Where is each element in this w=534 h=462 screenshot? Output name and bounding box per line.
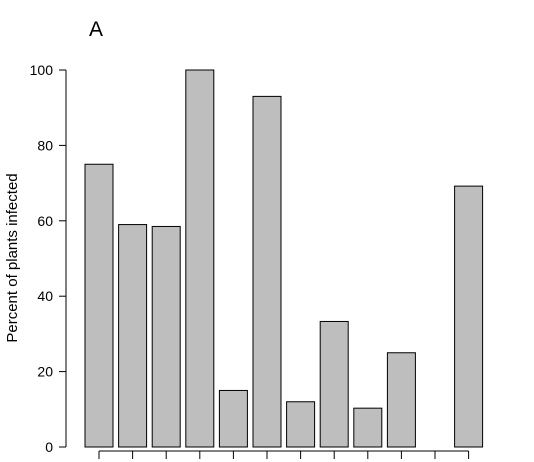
y-tick-label: 80: [37, 137, 53, 153]
bar: [118, 224, 148, 448]
bar: [84, 163, 114, 448]
bar: [286, 401, 316, 448]
bar: [252, 95, 282, 448]
bar: [151, 225, 181, 448]
y-tick-label: 0: [45, 439, 53, 455]
panel-label: A: [89, 18, 104, 41]
y-tick-label: 20: [37, 364, 53, 380]
bar: [454, 185, 484, 448]
y-axis-label: Percent of plants infected: [4, 173, 21, 342]
y-tick-label: 100: [30, 62, 54, 78]
y-tick-label: 40: [37, 288, 53, 304]
bar: [386, 352, 416, 448]
bar: [353, 407, 383, 448]
x-axis: [98, 450, 470, 459]
y-tick-label: 60: [37, 213, 53, 229]
bars: [84, 69, 484, 448]
bar: [319, 320, 349, 448]
bar: [185, 69, 215, 448]
y-axis: 0 20 40 60 80 100: [30, 62, 67, 455]
bar: [218, 389, 248, 448]
